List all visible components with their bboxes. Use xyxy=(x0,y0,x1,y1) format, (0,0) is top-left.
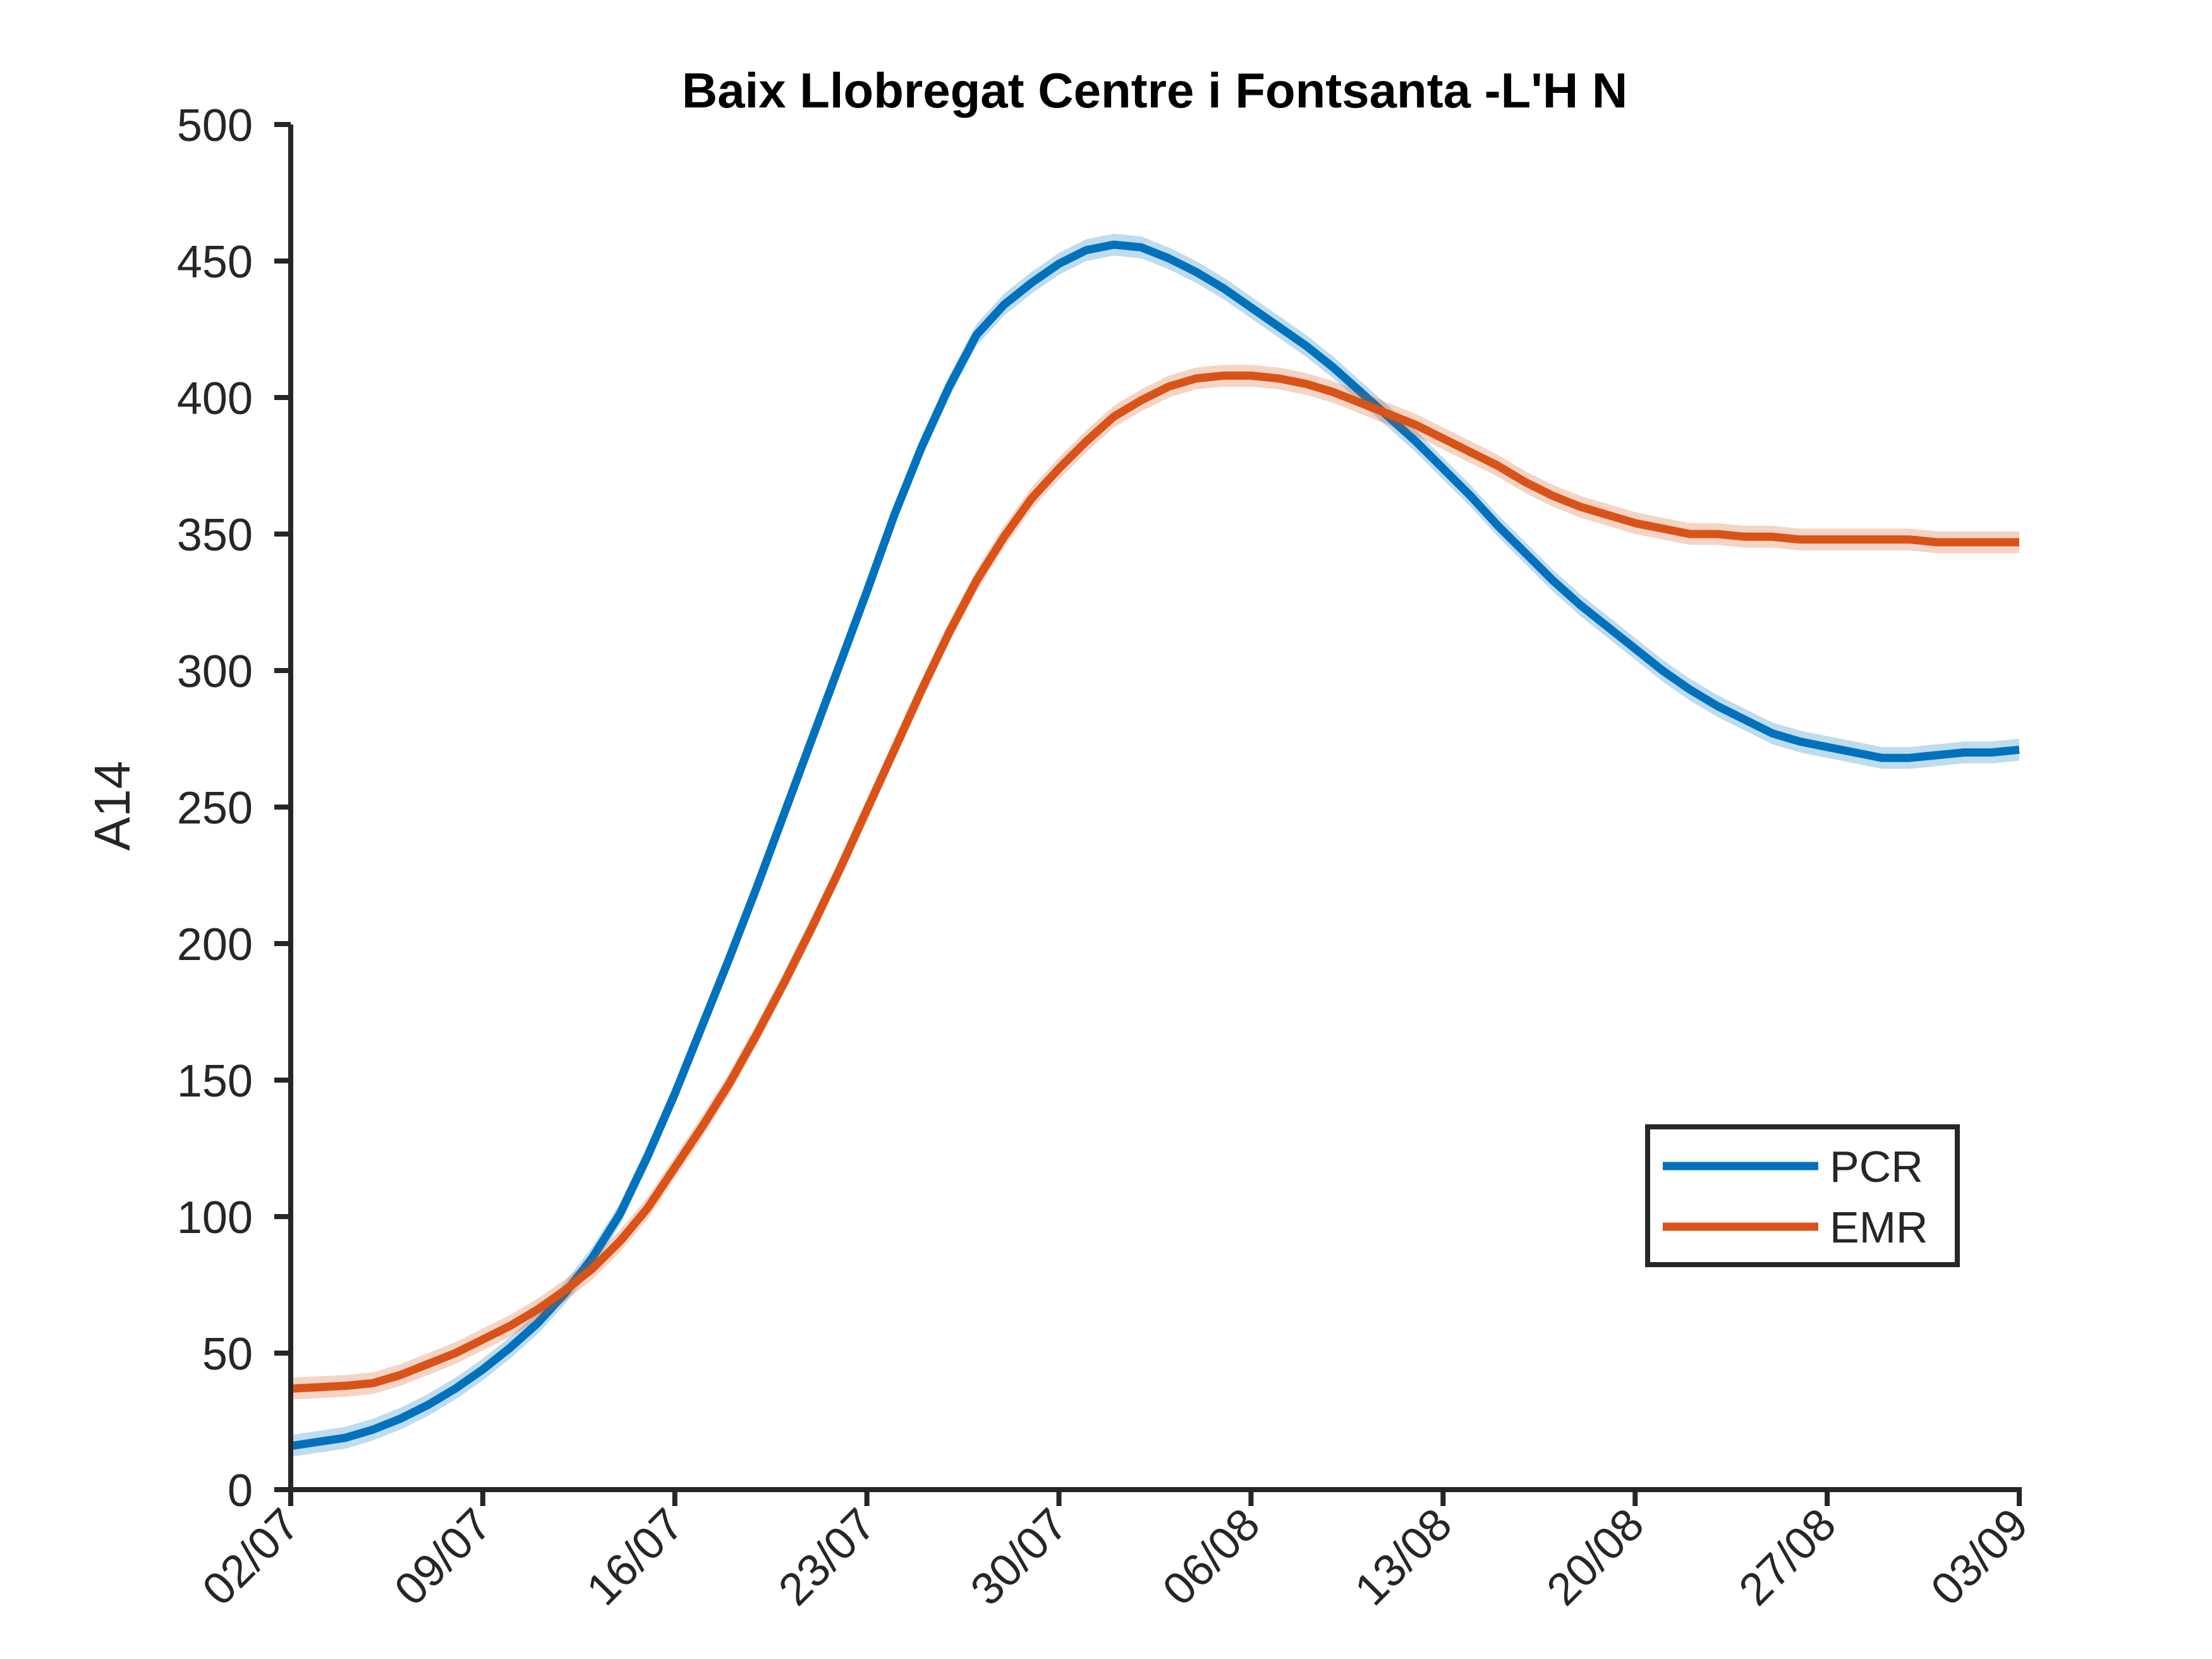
y-tick-label: 50 xyxy=(202,1329,253,1380)
series-emr-line xyxy=(290,371,2019,1393)
y-tick-label: 250 xyxy=(177,783,253,834)
legend: PCR EMR xyxy=(1645,1124,1960,1267)
x-tick-label: 23/07 xyxy=(769,1499,885,1615)
x-tick-label: 30/07 xyxy=(961,1499,1078,1615)
legend-box xyxy=(1645,1124,1960,1267)
y-tick-label: 500 xyxy=(177,100,253,151)
y-tick-label: 450 xyxy=(177,237,253,288)
x-tick-label: 16/07 xyxy=(577,1499,693,1615)
y-tick-label: 300 xyxy=(177,647,253,697)
series-pcr-confidence-band xyxy=(291,233,2019,1457)
series-pcr-line xyxy=(290,240,2020,1450)
y-tick-label: 150 xyxy=(177,1056,253,1107)
x-tick-label: 20/08 xyxy=(1538,1499,1654,1615)
y-tick-label: 400 xyxy=(177,374,253,424)
x-tick-label: 27/08 xyxy=(1729,1499,1845,1615)
x-tick-label: 02/07 xyxy=(193,1499,309,1615)
chart-title: Baix Llobregat Centre i Fontsanta -L'H N xyxy=(682,63,1627,118)
x-tick-label: 09/07 xyxy=(385,1499,501,1615)
y-tick-label: 100 xyxy=(177,1193,253,1243)
y-tick-label: 350 xyxy=(177,510,253,561)
x-tick-label: 06/08 xyxy=(1153,1499,1270,1615)
y-axis-label: A14 xyxy=(84,761,140,851)
legend-emr-label: EMR xyxy=(1830,1203,1928,1252)
x-tick-label: 13/08 xyxy=(1346,1499,1462,1615)
series-layer xyxy=(290,233,2020,1457)
x-tick-label: 03/09 xyxy=(1921,1499,2038,1615)
legend-pcr-label: PCR xyxy=(1830,1142,1923,1191)
y-tick-label: 0 xyxy=(228,1466,253,1516)
y-tick-label: 200 xyxy=(177,920,253,970)
